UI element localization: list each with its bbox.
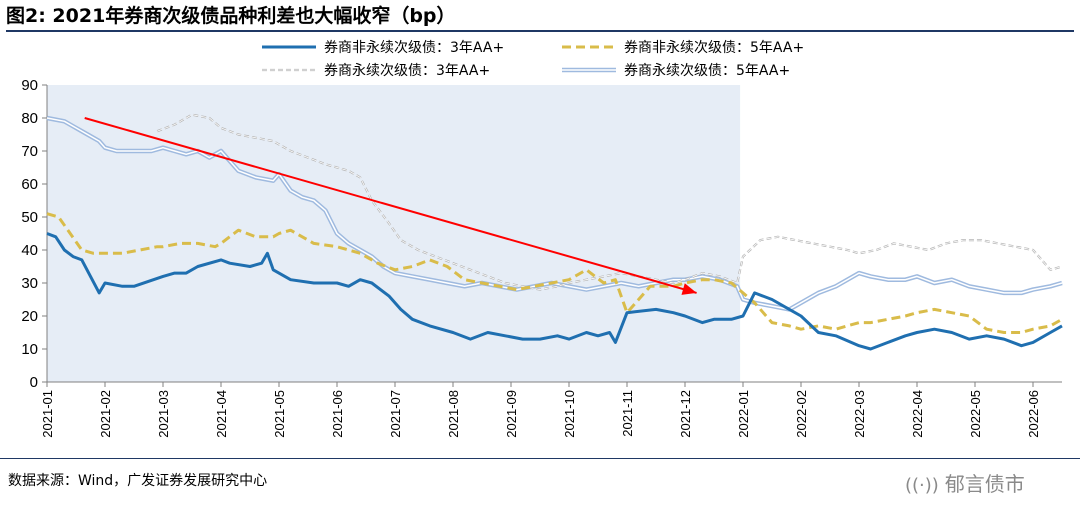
- x-tick-label: 2021-12: [678, 390, 693, 438]
- x-tick-label: 2022-02: [794, 390, 809, 438]
- series-line-2: [46, 212, 1063, 334]
- x-tick-label: 2021-01: [40, 390, 55, 438]
- x-tick-label: 2021-11: [620, 390, 635, 437]
- watermark-text: 郁言债市: [944, 472, 1025, 496]
- y-tick-label: 40: [21, 242, 38, 259]
- y-tick-label: 30: [21, 275, 38, 292]
- series-line-1: [46, 232, 1063, 351]
- x-tick-label: 2021-08: [446, 390, 461, 438]
- legend-label-2: 券商非永续次级债：5年AA+: [624, 39, 804, 56]
- x-tick-label: 2022-05: [968, 390, 983, 438]
- watermark: ((·)) 郁言债市: [905, 468, 1025, 497]
- series-line-3-inner: [157, 114, 1063, 291]
- x-tick-label: 2021-06: [330, 390, 345, 438]
- legend-label-4: 券商永续次级债：5年AA+: [624, 62, 790, 79]
- y-tick-label: 0: [30, 374, 38, 391]
- y-tick-label: 10: [21, 341, 38, 358]
- y-tick-label: 50: [21, 209, 38, 226]
- y-tick-label: 20: [21, 308, 38, 325]
- x-tick-label: 2021-02: [98, 390, 113, 438]
- chart-title: 图2: 2021年券商次级债品种利差也大幅收窄（bp）: [6, 2, 1074, 32]
- x-tick-label: 2021-10: [562, 390, 577, 438]
- legend-label-3: 券商永续次级债：3年AA+: [324, 62, 490, 79]
- legend-label-1: 券商非永续次级债：3年AA+: [324, 39, 504, 56]
- x-tick-label: 2022-06: [1026, 390, 1041, 438]
- x-tick-label: 2022-03: [852, 390, 867, 438]
- trend-arrow-line: [84, 117, 697, 294]
- wechat-logo-icon: ((·)): [905, 475, 939, 496]
- x-tick-label: 2022-04: [910, 390, 925, 438]
- x-tick-label: 2021-09: [504, 390, 519, 438]
- source-note: 数据来源：Wind，广发证券发展研究中心: [8, 473, 268, 489]
- y-tick-label: 70: [21, 143, 38, 160]
- shaded-region: [47, 85, 741, 382]
- y-tick-label: 90: [21, 77, 38, 94]
- x-tick-label: 2022-01: [736, 390, 751, 438]
- x-tick-label: 2021-03: [156, 390, 171, 438]
- x-tick-label: 2021-07: [388, 390, 403, 438]
- chart: 0 10 20 30 40 50 60 70 80 90 2021-01 2021-02 2021-03…: [21, 39, 1063, 438]
- x-tick-label: 2021-04: [214, 390, 229, 438]
- footer-divider: [0, 458, 1080, 459]
- trend-arrow-head: [681, 283, 697, 295]
- x-tick-label: 2021-05: [272, 390, 287, 438]
- y-tick-label: 80: [21, 110, 38, 127]
- y-tick-label: 60: [21, 176, 38, 193]
